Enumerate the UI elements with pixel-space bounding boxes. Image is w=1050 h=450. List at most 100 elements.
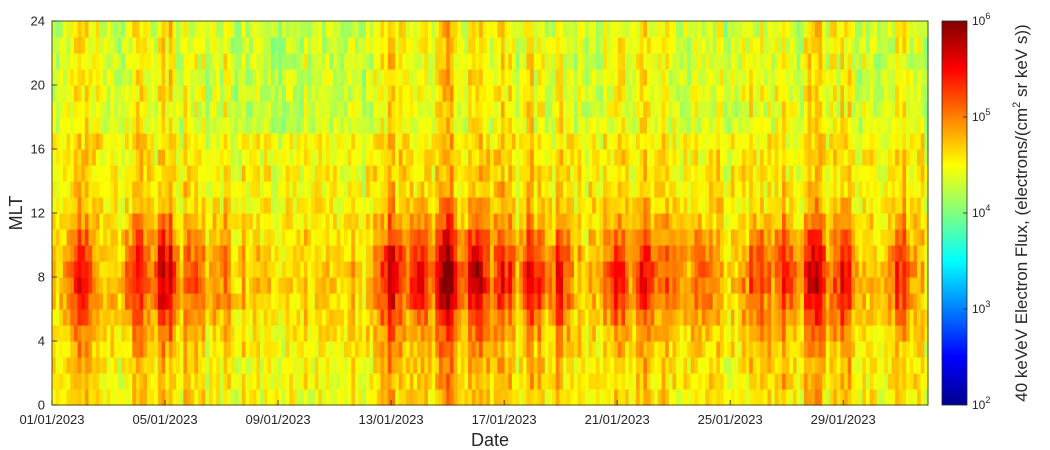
heatmap-cell: [690, 101, 695, 118]
heatmap-cell: [106, 53, 111, 70]
heatmap-cell: [347, 277, 352, 294]
heatmap-cell: [161, 229, 166, 246]
heatmap-cell: [796, 277, 801, 294]
heatmap-cell: [278, 149, 283, 166]
heatmap-cell: [785, 261, 790, 278]
heatmap-cell: [62, 21, 68, 38]
heatmap-cell: [530, 117, 535, 134]
heatmap-cell: [216, 85, 221, 102]
heatmap-cell: [292, 149, 298, 166]
heatmap-cell: [70, 85, 75, 102]
heatmap-cell: [712, 133, 717, 150]
heatmap-cell: [263, 85, 268, 102]
heatmap-cell: [789, 181, 794, 198]
heatmap-cell: [683, 133, 688, 150]
heatmap-cell: [537, 261, 542, 278]
heatmap-cell: [420, 357, 425, 374]
heatmap-cell: [311, 37, 316, 54]
heatmap-cell: [322, 357, 327, 374]
heatmap-cell: [238, 85, 243, 102]
heatmap-cell: [62, 101, 68, 118]
heatmap-cell: [690, 181, 695, 198]
heatmap-cell: [230, 277, 236, 294]
heatmap-cell: [541, 197, 546, 214]
heatmap-cell: [511, 69, 517, 86]
heatmap-cell: [398, 117, 403, 134]
heatmap-cell: [344, 213, 349, 230]
heatmap-cell: [719, 37, 725, 54]
heatmap-cell: [322, 293, 327, 310]
heatmap-cell: [212, 325, 217, 342]
heatmap-cell: [307, 389, 312, 406]
heatmap-cell: [99, 309, 104, 326]
heatmap-cell: [570, 389, 575, 406]
heatmap-cell: [475, 213, 480, 230]
heatmap-cell: [311, 21, 316, 38]
heatmap-cell: [738, 101, 743, 118]
heatmap-cell: [570, 133, 575, 150]
heatmap-cell: [730, 37, 736, 54]
heatmap-cell: [362, 293, 367, 310]
heatmap-cell: [584, 181, 590, 198]
heatmap-cell: [676, 389, 681, 406]
heatmap-cell: [464, 117, 469, 134]
heatmap-cell: [599, 357, 604, 374]
heatmap-cell: [176, 389, 181, 406]
heatmap-cell: [157, 133, 163, 150]
heatmap-cell: [676, 149, 681, 166]
heatmap-cell: [500, 149, 506, 166]
heatmap-cell: [449, 357, 455, 374]
heatmap-cell: [457, 341, 462, 358]
heatmap-cell: [468, 165, 473, 182]
heatmap-cell: [573, 165, 579, 182]
heatmap-cell: [318, 181, 323, 198]
heatmap-cell: [132, 277, 137, 294]
heatmap-cell: [314, 117, 320, 134]
heatmap-cell: [552, 149, 557, 166]
heatmap-cell: [694, 117, 699, 134]
heatmap-cell: [698, 309, 703, 326]
heatmap-cell: [497, 309, 502, 326]
heatmap-cell: [194, 213, 199, 230]
heatmap-cell: [749, 101, 754, 118]
heatmap-cell: [427, 149, 433, 166]
heatmap-cell: [570, 197, 575, 214]
heatmap-cell: [636, 117, 641, 134]
heatmap-cell: [234, 341, 239, 358]
heatmap-cell: [471, 373, 476, 390]
heatmap-cell: [694, 261, 699, 278]
heatmap-cell: [183, 85, 188, 102]
heatmap-cell: [431, 165, 436, 182]
heatmap-cell: [460, 229, 466, 246]
heatmap-cell: [369, 229, 374, 246]
heatmap-cell: [77, 213, 82, 230]
heatmap-cell: [511, 181, 517, 198]
heatmap-cell: [668, 245, 674, 262]
heatmap-cell: [146, 197, 152, 214]
heatmap-cell: [238, 293, 243, 310]
heatmap-cell: [409, 69, 414, 86]
heatmap-cell: [391, 53, 396, 70]
heatmap-cell: [336, 117, 341, 134]
heatmap-cell: [628, 69, 633, 86]
heatmap-cell: [252, 101, 257, 118]
heatmap-cell: [617, 21, 622, 38]
heatmap-cell: [490, 101, 495, 118]
heatmap-cell: [285, 293, 290, 310]
heatmap-cell: [482, 133, 487, 150]
heatmap-cell: [406, 389, 411, 406]
heatmap-cell: [70, 293, 75, 310]
heatmap-cell: [446, 309, 451, 326]
heatmap-cell: [526, 69, 531, 86]
heatmap-cell: [606, 165, 612, 182]
heatmap-cell: [81, 53, 86, 70]
heatmap-cell: [336, 325, 341, 342]
heatmap-cell: [785, 357, 790, 374]
heatmap-cell: [99, 213, 104, 230]
heatmap-cell: [530, 149, 535, 166]
heatmap-cell: [351, 133, 356, 150]
heatmap-cell: [446, 69, 451, 86]
heatmap-cell: [457, 197, 462, 214]
heatmap-cell: [176, 133, 181, 150]
heatmap-cell: [249, 277, 254, 294]
